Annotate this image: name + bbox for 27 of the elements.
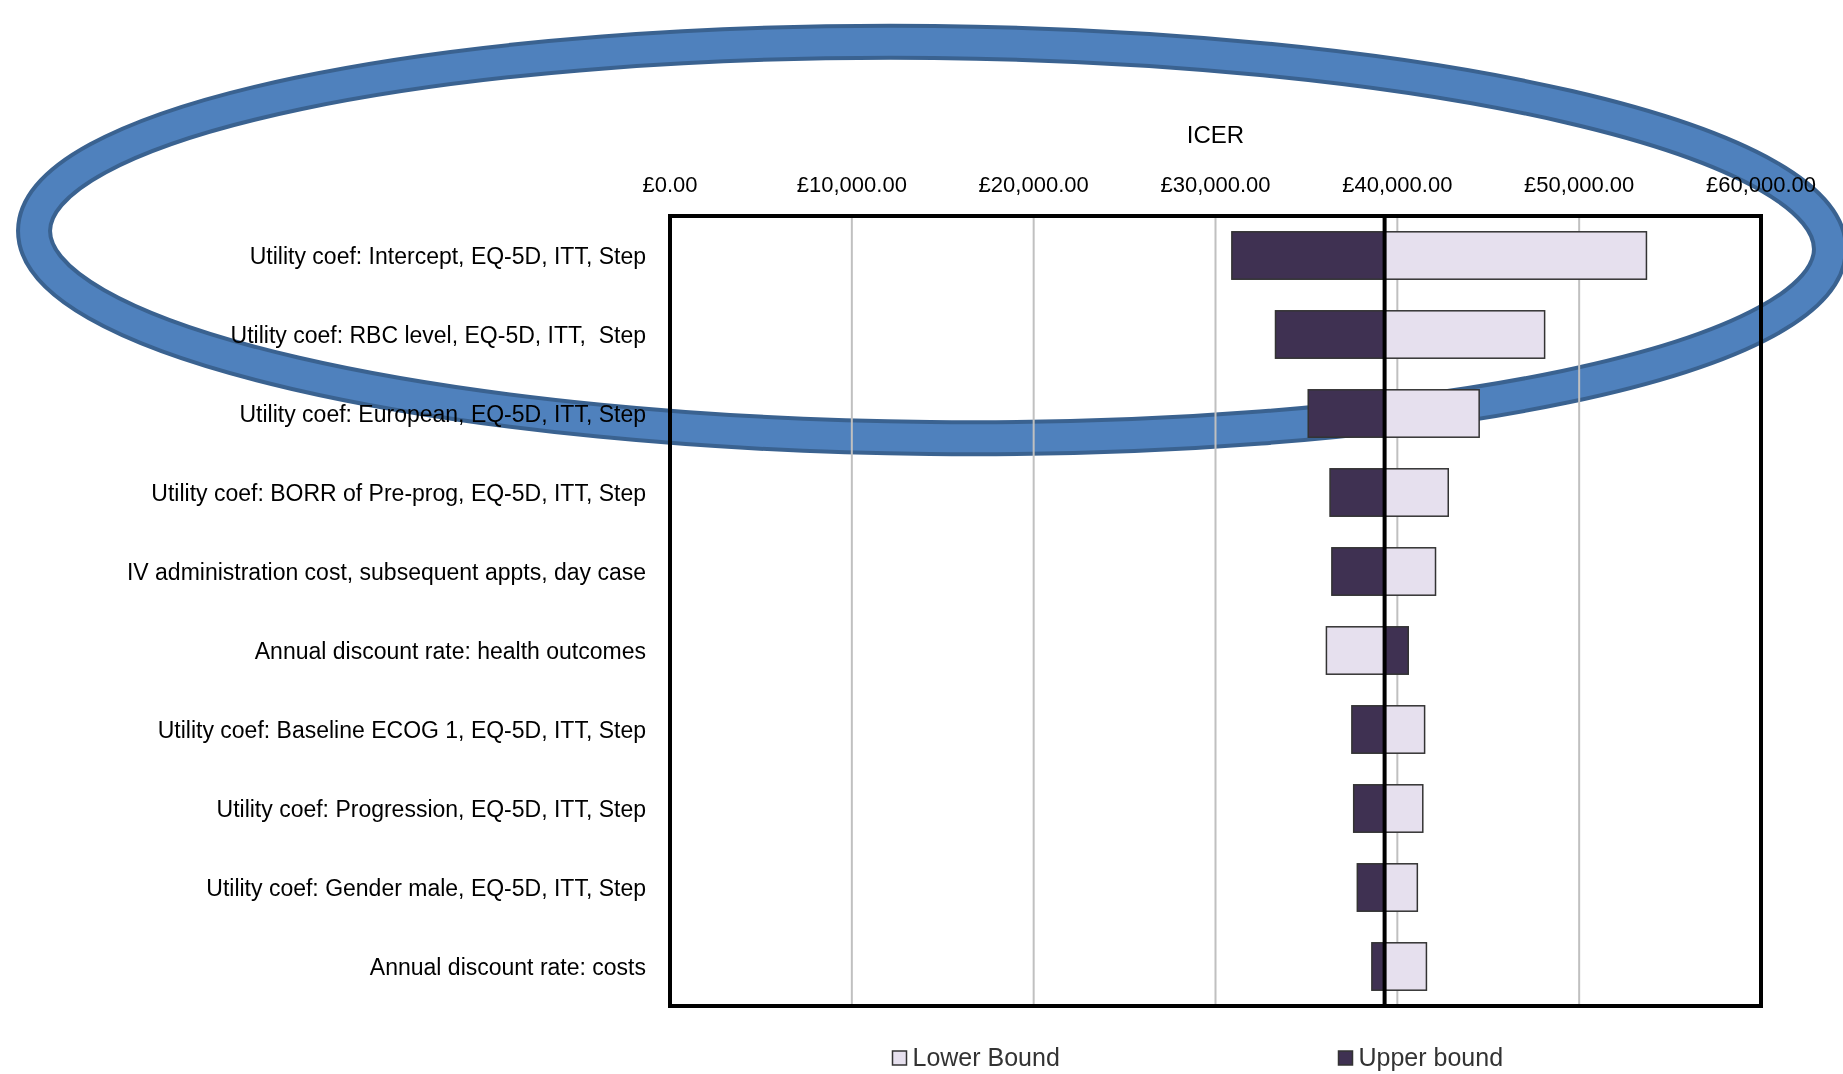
- y-tick-label: Utility coef: RBC level, EQ-5D, ITT, Step: [230, 321, 646, 348]
- bar: [1325, 626, 1386, 675]
- x-tick-label: £20,000.00: [978, 172, 1089, 197]
- bar: [1231, 231, 1386, 280]
- bar: [1356, 863, 1386, 912]
- x-tick-label: £40,000.00: [1342, 172, 1453, 197]
- y-tick-label: Utility coef: Progression, EQ-5D, ITT, Step: [216, 795, 646, 822]
- x-tick-label: £50,000.00: [1524, 172, 1635, 197]
- y-tick-label: Annual discount rate: costs: [369, 953, 646, 980]
- bar: [1352, 784, 1386, 833]
- y-tick-label: Annual discount rate: health outcomes: [254, 637, 646, 664]
- y-tick-label: Utility coef: Gender male, EQ-5D, ITT, Step: [206, 874, 646, 901]
- x-tick-label: £0.00: [642, 172, 698, 197]
- x-tick-label: £10,000.00: [796, 172, 907, 197]
- legend-label: Lower Bound: [912, 1043, 1060, 1071]
- x-axis-title: ICER: [1186, 121, 1245, 148]
- bar: [1329, 468, 1386, 517]
- y-tick-label: Utility coef: Intercept, EQ-5D, ITT, Step: [249, 242, 646, 269]
- bar: [1351, 705, 1386, 754]
- bar: [1307, 389, 1386, 438]
- bar: [1274, 310, 1386, 359]
- legend-label: Upper bound: [1358, 1043, 1504, 1071]
- y-tick-label: IV administration cost, subsequent appts, day case: [126, 558, 646, 585]
- y-tick-label: Utility coef: Baseline ECOG 1, EQ-5D, ITT, Step: [157, 716, 646, 743]
- bar: [1331, 547, 1386, 596]
- y-tick-label: Utility coef: BORR of Pre-prog, EQ-5D, ITT, Step: [151, 479, 646, 506]
- x-tick-label: £30,000.00: [1160, 172, 1271, 197]
